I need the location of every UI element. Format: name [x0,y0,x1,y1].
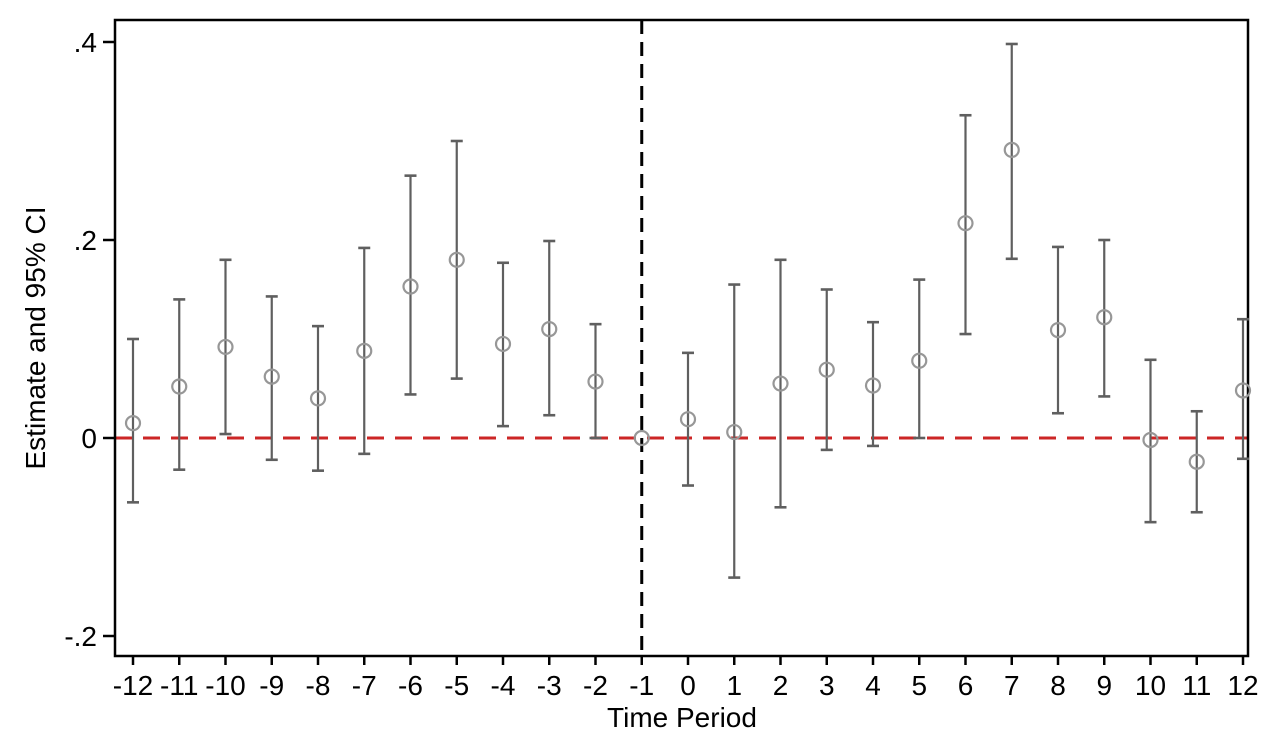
y-tick-label: .2 [74,225,97,256]
x-tick-label: -6 [398,670,423,701]
x-tick-label: -2 [583,670,608,701]
x-tick-label: 3 [819,670,835,701]
estimate-marker [448,251,465,268]
x-axis-title: Time Period [607,702,757,733]
x-tick-label: -10 [205,670,245,701]
x-tick-label: -9 [259,670,284,701]
estimate-marker [1188,453,1205,470]
x-tick-label: -1 [629,670,654,701]
y-tick-label: .4 [74,27,97,58]
estimate-marker [356,342,373,359]
plot-frame [113,18,1250,658]
estimate-marker [1234,382,1252,399]
estimate-marker [1096,309,1113,326]
estimate-marker [633,429,650,447]
x-tick-label: -7 [352,670,377,701]
estimate-marker [1142,431,1159,449]
estimate-marker [957,215,974,232]
estimate-marker [171,378,188,395]
x-tick-label: -5 [444,670,469,701]
estimate-marker [309,390,327,407]
x-tick-label: -12 [113,670,153,701]
x-tick-label: -4 [491,670,516,701]
x-tick-label: -8 [306,670,331,701]
x-tick-label: 6 [958,670,974,701]
estimate-marker [679,411,697,428]
x-tick-label: 7 [1004,670,1020,701]
y-tick-label: 0 [81,423,97,454]
estimate-marker [494,335,512,353]
x-tick-label: 4 [865,670,881,701]
estimate-marker [263,368,280,385]
y-axis-title: Estimate and 95% CI [20,206,51,470]
x-tick-label: 9 [1096,670,1112,701]
estimate-marker [726,423,743,441]
x-tick-label: 12 [1227,670,1258,701]
estimate-marker [1049,321,1067,339]
estimate-marker [818,361,835,378]
estimate-marker [541,321,558,338]
estimate-marker [217,338,234,356]
x-tick-label: 11 [1182,670,1211,701]
x-tick-label: 5 [911,670,927,701]
x-tick-label: 0 [680,670,696,701]
estimate-marker [402,278,419,295]
estimate-marker [124,415,142,432]
estimate-marker [1003,141,1020,159]
x-tick-label: 8 [1050,670,1066,701]
y-tick-label: -.2 [64,621,97,652]
estimate-marker [587,373,604,390]
estimate-marker [772,375,789,392]
x-tick-label: -11 [160,670,198,701]
x-tick-label: 1 [726,670,742,701]
estimate-marker [911,352,928,369]
x-tick-label: 10 [1135,670,1166,701]
x-tick-label: -3 [537,670,562,701]
estimate-marker [864,377,882,394]
x-tick-label: 2 [773,670,789,701]
